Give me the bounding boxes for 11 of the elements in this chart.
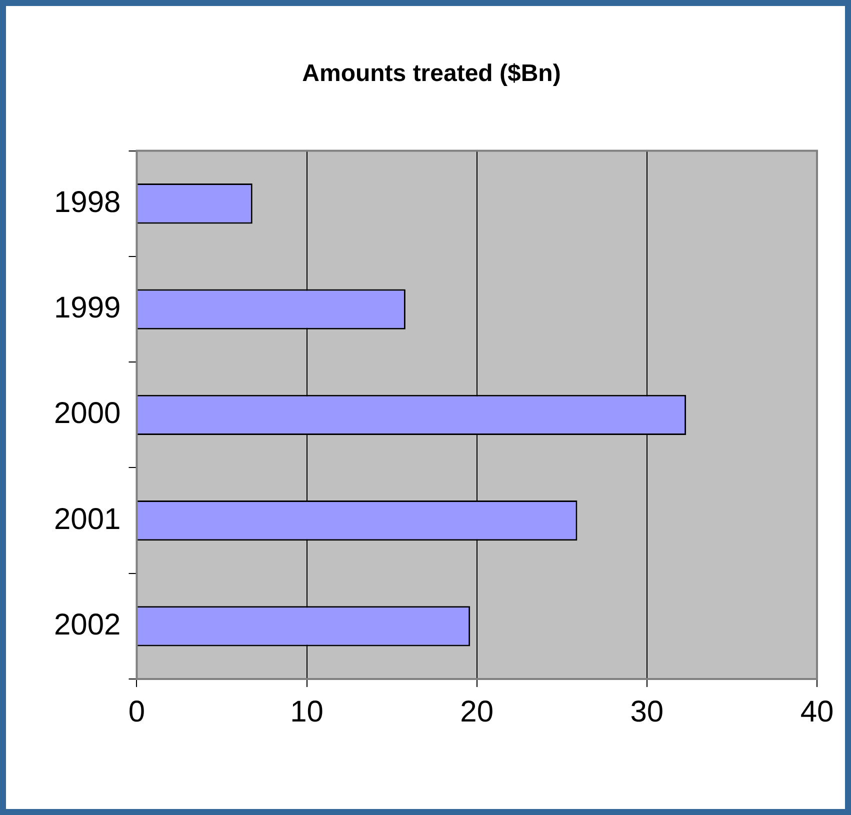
x-tick-label: 10 [290,695,324,728]
x-tick-label: 0 [128,695,146,728]
chart-title: Amounts treated ($Bn) [302,60,561,88]
y-tick-label: 1998 [54,186,121,219]
x-tick-label: 30 [630,695,664,728]
x-tick-label: 40 [800,695,834,728]
y-tick-label: 2000 [54,397,121,430]
y-tick-label: 2001 [54,502,121,536]
y-tick-label: 1999 [54,292,121,325]
x-tick-label: 20 [460,695,494,728]
y-tick-label: 2002 [54,608,121,642]
